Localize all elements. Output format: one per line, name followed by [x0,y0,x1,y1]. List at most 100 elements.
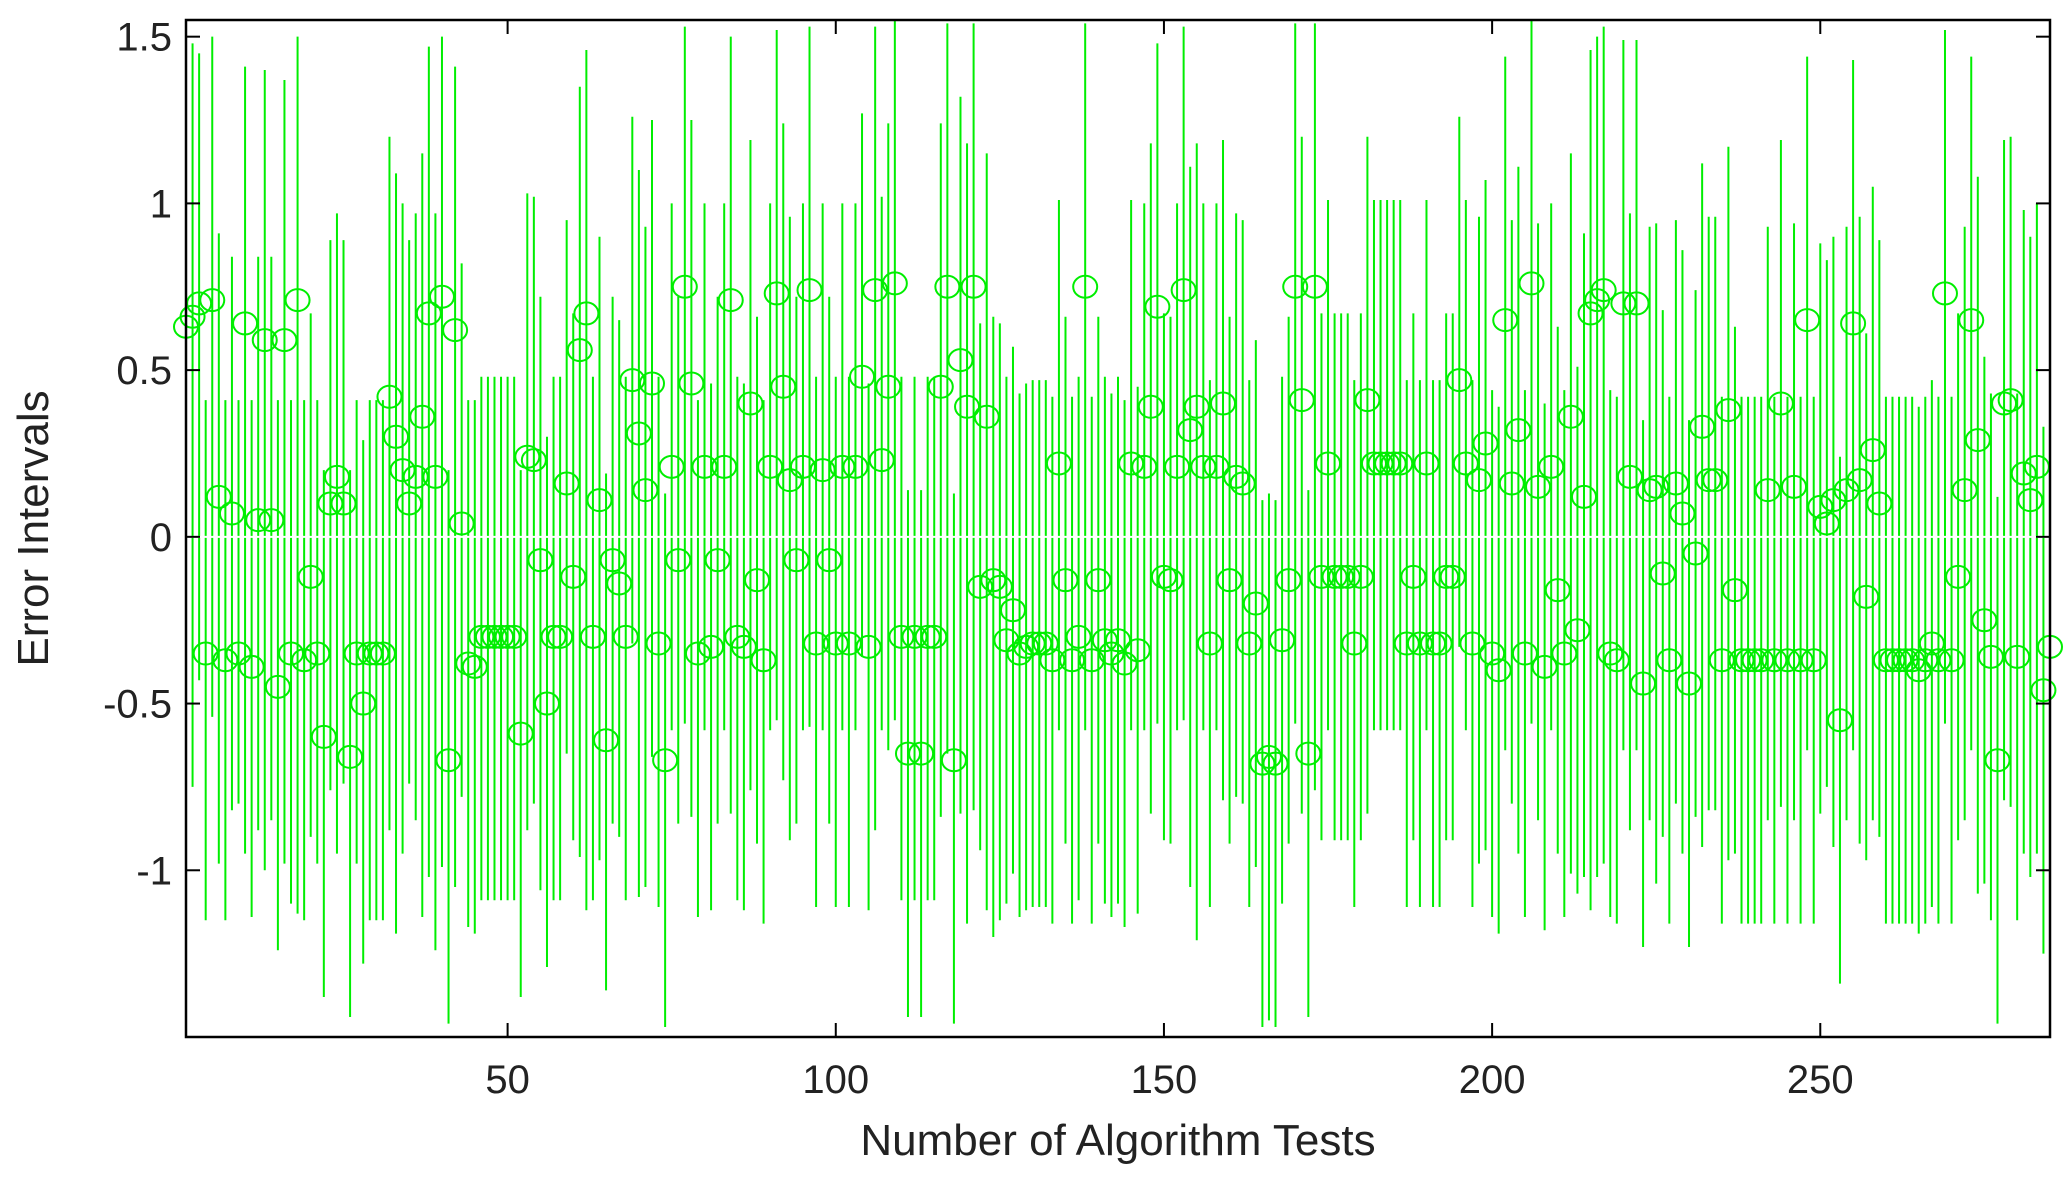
data-point-circle [238,654,265,679]
data-point-circle [291,648,318,673]
data-point-circle [1813,511,1840,536]
data-point-circle [2017,488,2044,513]
data-point-circle [796,278,823,303]
data-point-circle [1328,564,1355,589]
data-point-circle [1210,391,1237,416]
data-point-circle [1708,648,1735,673]
data-point-circle [704,548,731,573]
y-axis-label: Error Intervals [9,390,58,666]
x-tick-label: 50 [485,1058,530,1102]
data-point-circle [1859,438,1886,463]
data-point-circle [1774,648,1801,673]
data-point-circle [671,274,698,299]
data-point-circle [402,464,429,489]
data-point-circle [678,371,705,396]
data-point-circle [770,374,797,399]
data-point-circle [1538,454,1565,479]
data-point-circle [1971,608,1998,633]
data-point-circle [875,374,902,399]
data-point-circle [396,491,423,516]
data-point-circle [1433,564,1460,589]
x-tick-label: 200 [1459,1058,1526,1102]
data-point-circle [1518,271,1545,296]
data-point-circle [829,454,856,479]
data-point-circle [1551,641,1578,666]
data-point-circle [1242,591,1269,616]
data-point-circle [218,501,245,526]
data-point-circle [304,641,331,666]
data-point-circle [1039,648,1066,673]
data-point-circle [356,641,383,666]
data-point-circle [553,471,580,496]
data-point-circle [1866,491,1893,516]
data-point-circle [1951,478,1978,503]
data-point-circle [1072,274,1099,299]
data-point-circle [1439,564,1466,589]
data-point-circle [284,288,311,313]
data-point-circle [179,304,206,329]
data-point-circle [579,624,606,649]
data-point-circle [1886,648,1913,673]
y-tick-label: -0.5 [103,683,172,727]
data-point-circle [474,624,501,649]
data-point-circle [980,568,1007,593]
data-point-circle [1223,464,1250,489]
data-point-circle [639,371,665,396]
data-point-circle [593,728,620,753]
data-point-circle [1374,451,1401,476]
data-point-circle [1124,638,1151,663]
data-point-circle [1623,291,1650,316]
data-point-circle [665,548,692,573]
data-point-circle [251,328,278,353]
data-point-circle [1741,648,1768,673]
data-point-circle [1354,388,1381,413]
data-point-circle [1406,631,1433,656]
data-point-circle [1282,274,1309,299]
y-tick-label: 0.5 [116,349,172,393]
x-tick-label: 100 [802,1058,869,1102]
data-point-circle [1196,631,1223,656]
data-point-circle [855,634,882,659]
data-point-circle [849,364,876,389]
data-point-circle [1498,471,1525,496]
data-point-circle [1918,631,1945,656]
data-point-circle [442,318,469,343]
data-point-circle [1465,468,1492,493]
data-point-circle [1091,628,1118,653]
data-point-circle [1485,658,1512,683]
data-point-circle [954,394,981,419]
data-point-circle [1315,451,1342,476]
data-point-circle [1557,404,1584,429]
data-point-circle [1413,451,1440,476]
data-point-circle [1216,568,1243,593]
y-tick-label: -1 [136,849,172,893]
data-point-circle [619,368,646,393]
data-point-circle [1669,501,1696,526]
data-point-circle [1656,648,1683,673]
data-point-circle [999,598,1026,623]
data-point-circle [1026,631,1053,656]
data-point-circle [258,508,285,533]
data-point-circle [1767,391,1794,416]
data-point-circle [566,338,593,363]
data-point-circle [1269,628,1296,653]
data-point-circle [1492,308,1519,333]
data-point-circle [993,628,1020,653]
data-point-circle [1347,564,1374,589]
data-point-circle [698,634,725,659]
data-point-circle [1019,631,1046,656]
data-point-circle [1571,484,1597,509]
x-axis-label: Number of Algorithm Tests [860,1116,1375,1165]
data-point-circle [540,624,567,649]
data-point-circle [967,574,994,599]
data-point-circle [921,624,948,649]
data-point-circle [1157,568,1184,593]
data-point-circle [783,548,810,573]
data-point-circle [1682,541,1709,566]
data-point-circle [1032,631,1059,656]
data-point-circle [1958,308,1985,333]
data-point-circle [560,564,587,589]
errorbar-marks [173,20,2063,1027]
